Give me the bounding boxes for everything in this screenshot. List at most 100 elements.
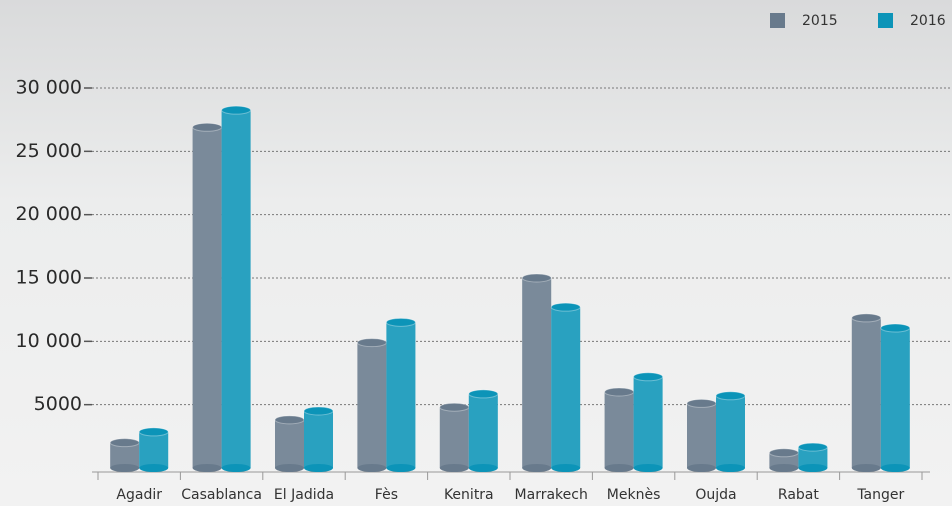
- x-tick-label: El Jadida: [274, 487, 334, 503]
- bar: [110, 442, 140, 468]
- bar-shade: [716, 395, 745, 468]
- bar: [304, 411, 333, 468]
- bar-shade: [139, 431, 169, 468]
- bar-cap: [686, 398, 717, 408]
- bar-bottom: [687, 464, 716, 472]
- bar-bottom: [798, 464, 828, 472]
- bar-cap: [439, 402, 470, 412]
- bar-shade: [439, 407, 469, 468]
- bar-bottom: [275, 464, 304, 472]
- bar-cap: [138, 427, 169, 437]
- bar-shade: [769, 452, 799, 468]
- x-tick-label: Marrakech: [515, 487, 588, 503]
- bar-cap: [880, 323, 911, 333]
- x-tick-label: Oujda: [695, 487, 736, 503]
- bar-bottom: [192, 464, 222, 472]
- bar: [468, 393, 498, 468]
- bar-shade: [633, 376, 663, 468]
- bar-cap: [192, 122, 223, 132]
- bar: [716, 395, 745, 468]
- bar-cap: [604, 387, 635, 397]
- x-tick-label: Tanger: [856, 487, 904, 503]
- legend-label: 2015: [802, 13, 838, 29]
- bar-shade: [357, 342, 387, 468]
- bar: [551, 307, 581, 468]
- bar-cap: [521, 273, 552, 283]
- bar-bottom: [139, 464, 169, 472]
- bar-bottom: [716, 464, 745, 472]
- bar-bottom: [386, 464, 416, 472]
- bar-bottom: [110, 464, 140, 472]
- legend-swatch: [770, 13, 785, 28]
- bar-cap: [109, 438, 140, 448]
- bar-cap: [550, 302, 581, 312]
- bar-cap: [356, 338, 387, 348]
- bar-shade: [880, 328, 910, 468]
- bar-cap: [385, 317, 416, 327]
- bar-shade: [687, 403, 716, 468]
- bar: [386, 322, 416, 468]
- bar: [633, 376, 663, 468]
- bar-bottom: [769, 464, 799, 472]
- y-tick-label: 5000: [34, 393, 82, 415]
- bar-cap: [468, 389, 499, 399]
- x-tick-label: Fès: [375, 487, 398, 503]
- bar: [769, 452, 799, 468]
- bar-shade: [386, 322, 416, 468]
- bar-shade: [604, 392, 634, 468]
- bar: [687, 403, 716, 468]
- bar: [798, 447, 828, 468]
- bar: [192, 127, 222, 469]
- x-tick-label: Casablanca: [181, 487, 262, 503]
- bar-cap: [851, 313, 882, 323]
- bar-shade: [275, 419, 304, 468]
- bar-cap: [768, 448, 799, 458]
- bar-cap: [797, 442, 828, 452]
- x-tick-label: Kenitra: [444, 487, 494, 503]
- bar-bottom: [357, 464, 387, 472]
- bar: [880, 328, 910, 468]
- bar: [522, 278, 552, 468]
- bar-shade: [851, 317, 881, 468]
- bar-bottom: [880, 464, 910, 472]
- bar-bottom: [468, 464, 498, 472]
- bar-cap: [715, 391, 746, 401]
- bar: [221, 110, 251, 469]
- legend-label: 2016: [910, 13, 946, 29]
- legend-swatch: [878, 13, 893, 28]
- bar-shade: [304, 411, 333, 468]
- bar: [275, 419, 304, 468]
- bar-bottom: [522, 464, 552, 472]
- bar-bottom: [551, 464, 581, 472]
- bar-shade: [798, 447, 828, 468]
- bar-bottom: [221, 464, 251, 472]
- bar-cap: [303, 406, 334, 416]
- x-tick-label: Rabat: [778, 487, 819, 503]
- bar-shade: [192, 127, 222, 469]
- bar: [604, 392, 634, 468]
- x-tick-label: Meknès: [607, 487, 661, 503]
- bar-shade: [110, 442, 140, 468]
- bar-bottom: [633, 464, 663, 472]
- bar: [851, 317, 881, 468]
- y-tick-label: 30 000: [16, 77, 82, 99]
- bar-bottom: [851, 464, 881, 472]
- x-tick-label: Agadir: [116, 487, 162, 503]
- bar-shade: [522, 278, 552, 468]
- y-tick-label: 15 000: [16, 267, 82, 289]
- bar-cap: [633, 372, 664, 382]
- bar-shade: [221, 110, 251, 469]
- bar-bottom: [604, 464, 634, 472]
- bar: [139, 431, 169, 468]
- bar-shade: [551, 307, 581, 468]
- y-tick-label: 25 000: [16, 140, 82, 162]
- y-tick-label: 20 000: [16, 203, 82, 225]
- bar-shade: [468, 393, 498, 468]
- bar-bottom: [304, 464, 333, 472]
- bar-bottom: [439, 464, 469, 472]
- bar-cap: [221, 105, 252, 115]
- y-tick-label: 10 000: [16, 330, 82, 352]
- bar-cap: [274, 415, 305, 425]
- bar: [357, 342, 387, 468]
